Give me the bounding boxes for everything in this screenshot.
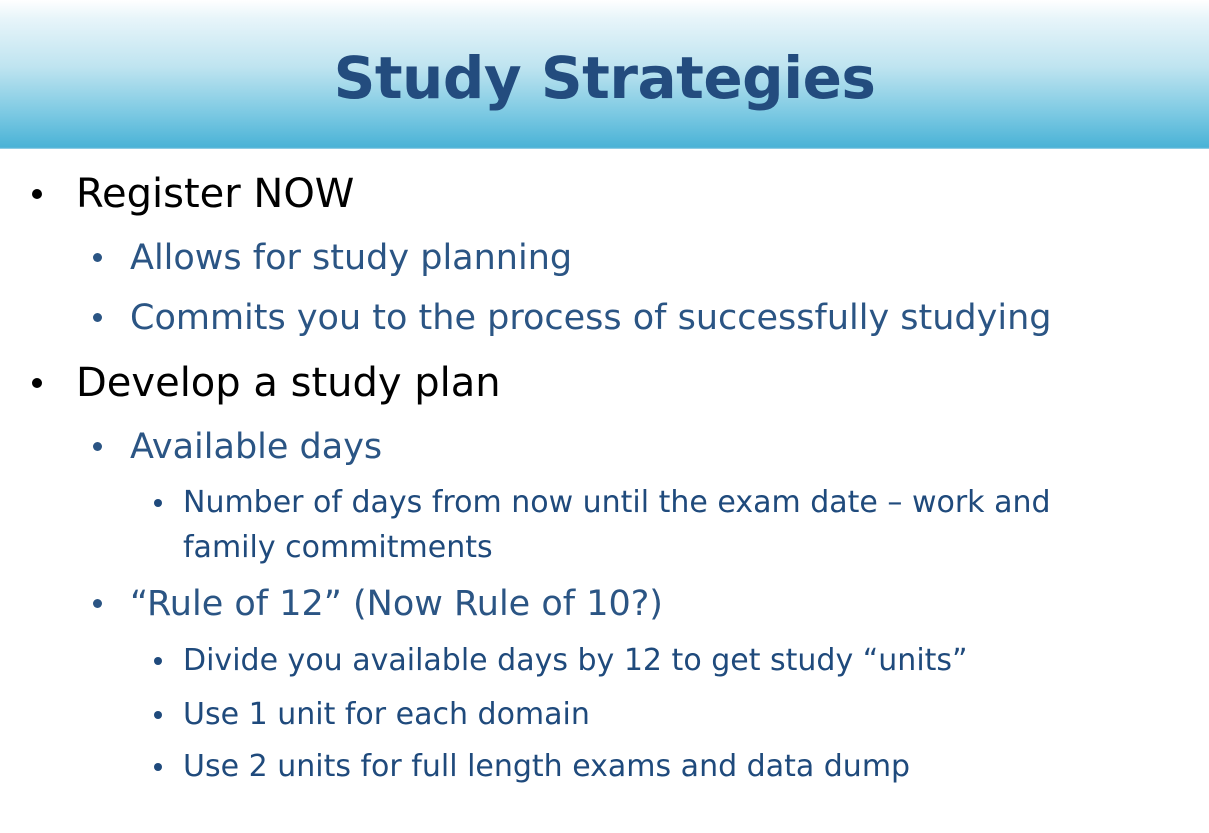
bullet-dot-icon xyxy=(93,313,102,322)
bullet-dot-icon xyxy=(93,253,102,262)
bullet-text: Develop a study plan xyxy=(76,360,501,406)
bullet-text: Use 1 unit for each domain xyxy=(183,697,590,732)
bullet-dot-icon xyxy=(154,763,162,771)
bullet-dot-icon xyxy=(154,711,162,719)
bullet-dot-icon xyxy=(32,378,42,388)
bullet-text: Number of days from now until the exam d… xyxy=(183,485,1051,520)
bullet-dot-icon xyxy=(93,442,102,451)
bullet-text: Available days xyxy=(130,427,383,467)
bullet-text: Use 2 units for full length exams and da… xyxy=(183,749,911,784)
bullet-text: “Rule of 12” (Now Rule of 10?) xyxy=(130,584,663,624)
bullet-dot-icon xyxy=(32,189,42,199)
bullet-text: Divide you available days by 12 to get s… xyxy=(183,643,968,678)
slide-title: Study Strategies xyxy=(333,44,876,112)
title-banner xyxy=(0,0,1209,148)
bullet-text: Register NOW xyxy=(76,171,355,217)
bullet-dot-icon xyxy=(154,657,162,665)
bullet-text: family commitments xyxy=(183,530,493,565)
bullet-dot-icon xyxy=(93,599,102,608)
title-divider xyxy=(0,147,1209,149)
bullet-text: Commits you to the process of successful… xyxy=(130,298,1052,338)
bullet-dot-icon xyxy=(154,499,162,507)
bullet-text: Allows for study planning xyxy=(130,238,573,278)
